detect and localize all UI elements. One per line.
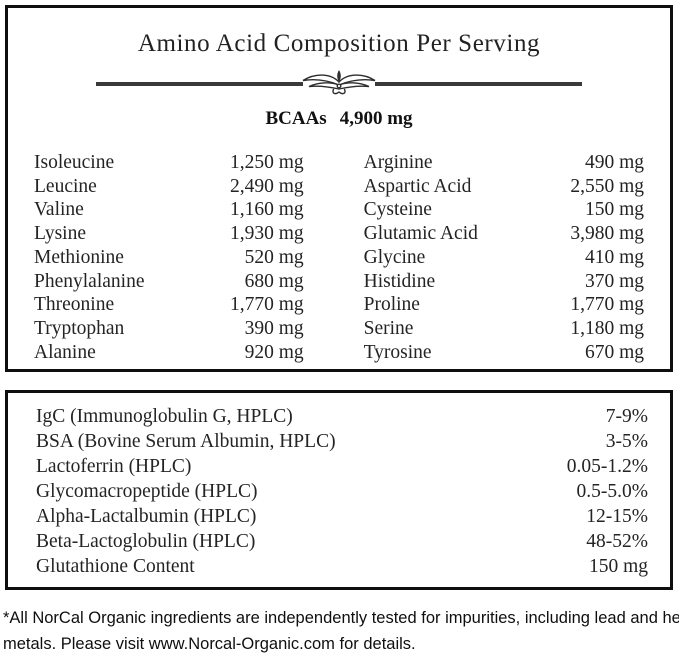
- bcaas-label: BCAAs: [265, 108, 327, 129]
- amino-name: Aspartic Acid: [363, 175, 472, 197]
- table-row: Methionine 520 mg: [34, 246, 304, 270]
- table-row: Lysine 1,930 mg: [34, 222, 304, 246]
- amino-name: Histidine: [363, 270, 436, 292]
- table-row: Beta-Lactoglobulin (HPLC) 48-52%: [36, 529, 648, 554]
- table-row: Glycine 410 mg: [364, 246, 644, 270]
- fraction-value: 0.5-5.0%: [576, 481, 649, 502]
- amino-amount: 1,930 mg: [229, 223, 304, 245]
- amino-name: Valine: [34, 199, 84, 221]
- amino-amount: 920 mg: [244, 341, 304, 363]
- table-row: Lactoferrin (HPLC) 0.05-1.2%: [36, 454, 648, 479]
- table-row: Proline 1,770 mg: [364, 293, 644, 317]
- fraction-name: Glycomacropeptide (HPLC): [36, 481, 258, 502]
- fraction-value: 150 mg: [588, 556, 648, 577]
- divider-rule-left: [96, 82, 303, 86]
- table-row: Cysteine 150 mg: [364, 198, 644, 222]
- protein-fractions-panel: IgC (Immunoglobulin G, HPLC) 7-9% BSA (Bo…: [5, 390, 673, 590]
- bcaas-value: 4,900 mg: [339, 108, 413, 129]
- amino-name: Methionine: [34, 246, 124, 268]
- amino-name: Glutamic Acid: [363, 223, 478, 245]
- footnote: *All NorCal Organic ingredients are inde…: [3, 605, 679, 657]
- amino-name: Proline: [363, 294, 420, 316]
- bcaas-total: BCAAs 4,900 mg: [34, 108, 644, 130]
- table-row: Threonine 1,770 mg: [34, 293, 304, 317]
- table-row: Serine 1,180 mg: [364, 317, 644, 341]
- amino-amount: 1,160 mg: [229, 199, 304, 221]
- fraction-value: 12-15%: [586, 506, 648, 527]
- table-row: Glycomacropeptide (HPLC) 0.5-5.0%: [36, 479, 648, 504]
- table-row: Alpha-Lactalbumin (HPLC) 12-15%: [36, 504, 648, 529]
- amino-name: Arginine: [363, 152, 433, 173]
- amino-amount: 150 mg: [584, 199, 644, 221]
- amino-name: Tryptophan: [34, 317, 125, 339]
- fraction-name: Beta-Lactoglobulin (HPLC): [36, 531, 256, 552]
- amino-name: Tyrosine: [363, 341, 432, 363]
- table-row: Aspartic Acid 2,550 mg: [364, 175, 644, 199]
- title-divider: [96, 69, 582, 100]
- footnote-line: *All NorCal Organic ingredients are inde…: [3, 609, 679, 627]
- amino-column-right: Arginine 490 mg Aspartic Acid 2,550 mg Cys…: [364, 151, 644, 364]
- fraction-name: Glutathione Content: [36, 556, 195, 577]
- table-row: Tyrosine 670 mg: [364, 341, 644, 365]
- amino-amount: 410 mg: [584, 246, 644, 268]
- amino-acid-panel: Amino Acid Composition Per Serving: [5, 5, 673, 372]
- fraction-value: 7-9%: [605, 406, 648, 427]
- table-row: Valine 1,160 mg: [34, 198, 304, 222]
- table-row: Phenylalanine 680 mg: [34, 270, 304, 294]
- amino-amount: 1,770 mg: [570, 294, 644, 316]
- table-row: IgC (Immunoglobulin G, HPLC) 7-9%: [36, 404, 648, 429]
- amino-name: Threonine: [34, 294, 115, 316]
- fraction-value: 48-52%: [586, 531, 648, 552]
- amino-acid-table: Isoleucine 1,250 mg Leucine 2,490 mg Valin…: [34, 151, 644, 364]
- amino-amount: 1,770 mg: [229, 294, 304, 316]
- amino-name: Alanine: [34, 341, 96, 363]
- amino-name: Lysine: [34, 223, 86, 245]
- divider-rule-right: [375, 82, 582, 86]
- amino-column-left: Isoleucine 1,250 mg Leucine 2,490 mg Valin…: [34, 151, 304, 364]
- table-row: Arginine 490 mg: [364, 151, 644, 175]
- table-row: Glutathione Content 150 mg: [36, 554, 648, 579]
- fraction-value: 0.05-1.2%: [566, 456, 648, 477]
- amino-amount: 1,180 mg: [570, 317, 644, 339]
- amino-amount: 680 mg: [244, 270, 304, 292]
- amino-name: Isoleucine: [34, 152, 115, 173]
- table-row: Tryptophan 390 mg: [34, 317, 304, 341]
- fraction-name: BSA (Bovine Serum Albumin, HPLC): [36, 431, 336, 452]
- amino-amount: 2,490 mg: [229, 175, 304, 197]
- amino-amount: 1,250 mg: [229, 152, 304, 173]
- table-row: Alanine 920 mg: [34, 341, 304, 365]
- amino-amount: 670 mg: [584, 341, 644, 363]
- amino-amount: 370 mg: [584, 270, 644, 292]
- table-row: Isoleucine 1,250 mg: [34, 151, 304, 175]
- amino-name: Cysteine: [363, 199, 432, 221]
- fraction-name: Lactoferrin (HPLC): [36, 456, 192, 477]
- amino-name: Glycine: [363, 246, 426, 268]
- amino-amount: 490 mg: [584, 152, 644, 173]
- footnote-line: metals. Please visit www.Norcal-Organic.…: [3, 635, 416, 653]
- fleur-ornament-icon: [295, 69, 383, 100]
- amino-amount: 520 mg: [244, 246, 304, 268]
- amino-amount: 390 mg: [244, 317, 304, 339]
- table-row: Leucine 2,490 mg: [34, 175, 304, 199]
- page-title: Amino Acid Composition Per Serving: [137, 30, 541, 57]
- fraction-name: Alpha-Lactalbumin (HPLC): [36, 506, 257, 527]
- table-row: BSA (Bovine Serum Albumin, HPLC) 3-5%: [36, 429, 648, 454]
- amino-name: Leucine: [34, 175, 97, 197]
- amino-name: Serine: [363, 317, 414, 339]
- fraction-name: IgC (Immunoglobulin G, HPLC): [36, 406, 293, 427]
- amino-name: Phenylalanine: [34, 270, 145, 292]
- table-row: Glutamic Acid 3,980 mg: [364, 222, 644, 246]
- table-row: Histidine 370 mg: [364, 270, 644, 294]
- amino-amount: 3,980 mg: [570, 223, 644, 245]
- fraction-value: 3-5%: [605, 431, 648, 452]
- amino-amount: 2,550 mg: [570, 175, 644, 197]
